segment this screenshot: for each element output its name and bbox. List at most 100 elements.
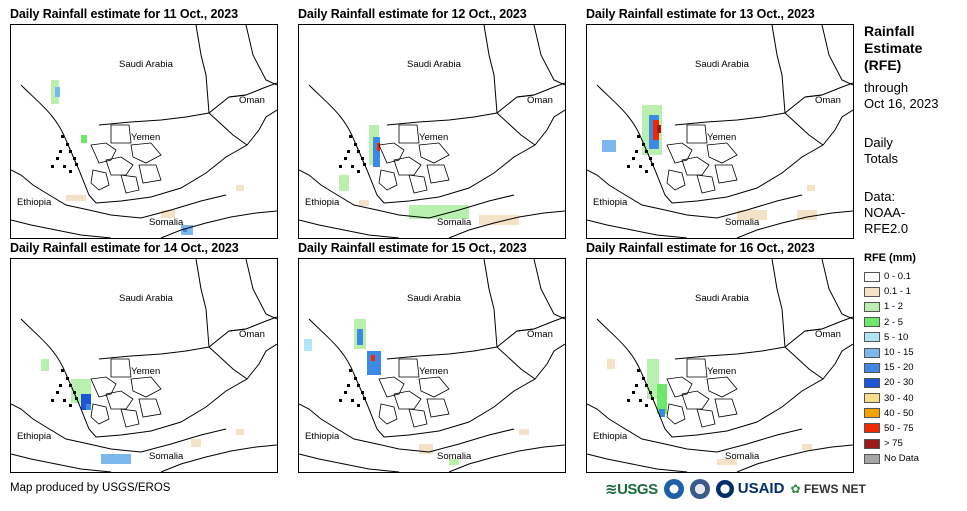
map-label-yemen: Yemen <box>707 366 736 377</box>
legend-label: 1 - 2 <box>884 301 904 313</box>
rainfall-cell <box>717 459 737 465</box>
legend-swatch <box>864 301 880 312</box>
rainfall-cell <box>802 444 812 450</box>
border-line <box>98 94 247 126</box>
border-line <box>448 210 565 238</box>
rainfall-cell <box>409 205 469 219</box>
map-label-ethiopia: Ethiopia <box>593 431 628 442</box>
district-boundary <box>105 390 134 410</box>
rainfall-cell <box>191 439 201 447</box>
rainfall-cell <box>86 404 91 410</box>
district-boundary <box>393 390 422 410</box>
border-line <box>195 25 210 114</box>
district-boundary <box>681 156 710 176</box>
map-label-oman: Oman <box>527 329 553 340</box>
district-boundary <box>378 142 405 164</box>
rainfall-cell <box>653 120 659 140</box>
data-source-block: Data: NOAA- RFE2.0 <box>864 189 908 237</box>
border-line <box>245 259 277 320</box>
border-line <box>804 316 853 332</box>
legend-swatch <box>864 362 880 373</box>
data-line-3: RFE2.0 <box>864 221 909 236</box>
map-label-oman: Oman <box>527 95 553 106</box>
border-line <box>736 444 853 472</box>
legend-label: > 75 <box>884 438 903 450</box>
border-line <box>383 109 565 204</box>
border-line <box>299 169 515 219</box>
legend-title: RFE (mm) <box>864 252 916 264</box>
island-marker <box>632 391 635 394</box>
map-label-oman: Oman <box>815 95 841 106</box>
border-line <box>11 453 112 472</box>
rainfall-cell <box>519 429 529 435</box>
rainfall-map: Saudi Arabia Oman Yemen Ethiopia Somalia <box>10 24 278 239</box>
fews-net-logo: ✿ FEWS NET <box>790 482 866 496</box>
map-label-oman: Oman <box>239 329 265 340</box>
island-marker <box>632 157 635 160</box>
map-label-ethiopia: Ethiopia <box>17 431 52 442</box>
district-boundary <box>398 124 420 144</box>
map-label-ethiopia: Ethiopia <box>305 431 340 442</box>
map-label-saudi-arabia: Saudi Arabia <box>119 59 174 70</box>
border-line <box>228 316 277 332</box>
island-marker <box>339 165 342 168</box>
rainfall-cell <box>807 185 815 191</box>
border-line <box>20 84 97 204</box>
border-line <box>299 219 400 238</box>
legend-item: No Data <box>864 451 919 466</box>
border-line <box>671 343 853 438</box>
through-date: Oct 16, 2023 <box>864 96 939 111</box>
border-line <box>11 403 227 453</box>
border-line <box>516 82 565 98</box>
usgs-logo: ≋USGS <box>605 481 658 498</box>
border-line <box>299 403 515 453</box>
map-label-yemen: Yemen <box>131 366 160 377</box>
border-line <box>771 25 786 114</box>
district-boundary <box>681 390 710 410</box>
rainfall-map: Saudi Arabia Oman Yemen Ethiopia Somalia <box>586 24 854 239</box>
legend-swatch <box>864 332 880 343</box>
border-line <box>483 25 498 114</box>
legend-label: 30 - 40 <box>884 392 914 404</box>
legend-label: 10 - 15 <box>884 347 914 359</box>
island-marker <box>51 399 54 402</box>
rainfall-cell <box>449 459 459 465</box>
title-line-1: Rainfall <box>864 23 915 39</box>
district-boundary <box>408 408 428 428</box>
island-marker <box>69 404 72 407</box>
map-label-yemen: Yemen <box>419 132 448 143</box>
legend-item: 10 - 15 <box>864 345 919 360</box>
island-marker <box>347 150 350 153</box>
border-line <box>784 346 824 380</box>
rainfall-map: Saudi Arabia Oman Yemen Ethiopia Somalia <box>298 258 566 473</box>
rainfall-map: Saudi Arabia Oman Yemen Ethiopia Somalia <box>10 258 278 473</box>
rainfall-cell <box>236 429 244 435</box>
panel-title: Daily Rainfall estimate for 15 Oct., 202… <box>298 241 527 255</box>
district-boundary <box>138 398 162 418</box>
island-marker <box>637 369 640 372</box>
district-boundary <box>696 408 716 428</box>
map-label-somalia: Somalia <box>149 451 184 462</box>
map-label-ethiopia: Ethiopia <box>593 197 628 208</box>
legend-item: 5 - 10 <box>864 330 919 345</box>
border-line <box>674 94 823 126</box>
fews-leaf-icon: ✿ <box>790 482 801 496</box>
map-label-saudi-arabia: Saudi Arabia <box>407 293 462 304</box>
legend-swatch <box>864 408 880 419</box>
noaa-logo <box>663 479 684 499</box>
island-marker <box>627 399 630 402</box>
rainfall-cell <box>357 329 363 345</box>
border-line <box>771 259 786 348</box>
legend: 0 - 0.1 0.1 - 1 1 - 2 2 - 5 5 - 10 10 - 15 15 … <box>864 269 919 466</box>
totals-block: Daily Totals <box>864 135 898 167</box>
rainfall-cell <box>373 137 380 167</box>
island-marker <box>349 369 352 372</box>
rainfall-cell <box>659 409 665 417</box>
district-boundary <box>418 376 450 398</box>
legend-swatch <box>864 271 880 282</box>
map-svg: Saudi Arabia Oman Yemen Ethiopia Somalia <box>299 25 565 238</box>
rainfall-cell <box>657 384 667 414</box>
rainfall-cell <box>55 87 60 97</box>
rainfall-cell <box>367 351 381 375</box>
legend-label: 5 - 10 <box>884 331 909 343</box>
